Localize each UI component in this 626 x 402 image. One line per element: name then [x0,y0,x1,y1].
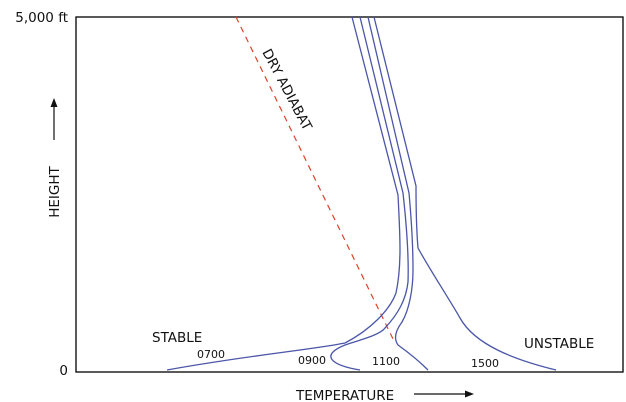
stable-label: STABLE [152,330,202,346]
y-bottom-label: 0 [59,363,68,379]
profile-1100-label: 1100 [372,355,400,368]
x-axis-arrow-icon [414,390,474,398]
y-axis-title: HEIGHT [47,165,63,217]
profile-0900-label: 0900 [298,354,326,367]
x-axis-title: TEMPERATURE [295,388,394,402]
y-top-label: 5,000 ft [15,10,68,26]
profile-1500-label: 1500 [471,357,499,370]
profile-0900-curve [330,16,409,371]
plot-frame [75,16,624,373]
profile-1100-curve [367,16,429,371]
profile-0700-curve [166,16,401,371]
profile-1500-curve [373,16,557,371]
profile-0700-label: 0700 [197,348,225,361]
dry-adiabat-line [235,16,396,344]
profiles [166,16,557,371]
unstable-label: UNSTABLE [524,336,594,352]
y-axis-arrow-icon [50,98,58,140]
